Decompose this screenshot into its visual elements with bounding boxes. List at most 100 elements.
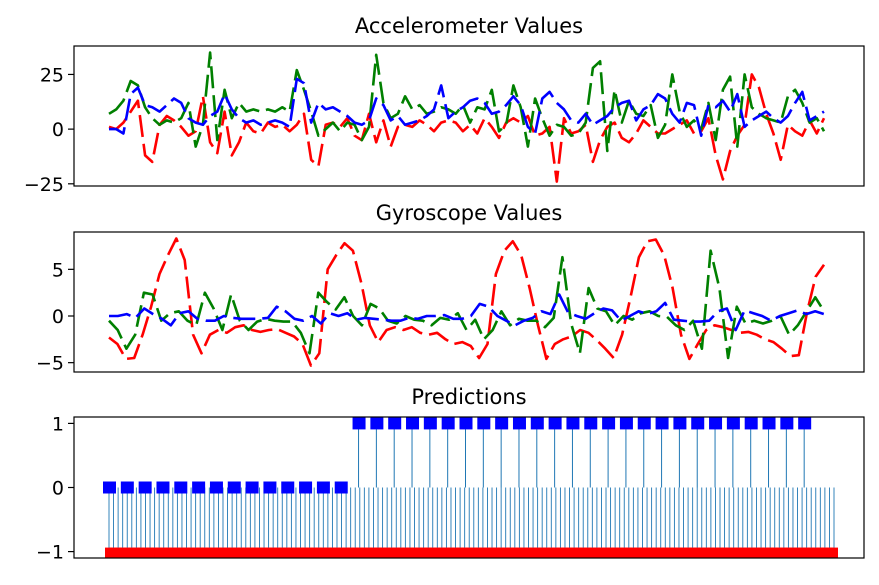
prediction-marker-red xyxy=(766,547,775,558)
prediction-marker-blue xyxy=(441,417,455,430)
prediction-marker-red xyxy=(442,547,451,558)
prediction-marker-red xyxy=(364,547,373,558)
prediction-marker-red xyxy=(798,547,807,558)
prediction-marker-red xyxy=(556,547,565,558)
prediction-marker-red xyxy=(109,547,118,558)
prediction-marker-red xyxy=(711,547,720,558)
prediction-marker-red xyxy=(360,547,369,558)
prediction-marker-blue xyxy=(370,417,384,430)
prediction-marker-red xyxy=(515,547,524,558)
prediction-marker-red xyxy=(597,547,606,558)
prediction-marker-red xyxy=(551,547,560,558)
prediction-marker-red xyxy=(510,547,519,558)
prediction-marker-red xyxy=(301,547,310,558)
prediction-marker-red xyxy=(638,547,647,558)
series-line-2 xyxy=(109,77,825,137)
gyroscope-panel: Gyroscope Values 5 0 −5 xyxy=(36,201,865,375)
prediction-marker-red xyxy=(483,547,492,558)
prediction-marker-red xyxy=(237,547,246,558)
prediction-marker-red xyxy=(269,547,278,558)
accelerometer-panel: Accelerometer Values 25 0 −25 xyxy=(24,14,865,196)
prediction-marker-red xyxy=(665,547,674,558)
prediction-marker-red xyxy=(451,547,460,558)
predictions-plot-area xyxy=(103,417,838,558)
prediction-marker-blue xyxy=(726,417,740,430)
prediction-marker-red xyxy=(629,547,638,558)
prediction-marker-blue xyxy=(691,417,705,430)
prediction-marker-red xyxy=(830,547,838,558)
prediction-marker-red xyxy=(684,547,693,558)
predictions-title: Predictions xyxy=(411,385,526,409)
prediction-marker-red xyxy=(319,547,328,558)
prediction-marker-red xyxy=(374,547,383,558)
prediction-marker-red xyxy=(419,547,428,558)
prediction-marker-red xyxy=(574,547,583,558)
prediction-marker-red xyxy=(332,547,341,558)
prediction-marker-red xyxy=(105,547,113,558)
prediction-marker-red xyxy=(761,547,770,558)
prediction-marker-blue xyxy=(744,417,758,430)
prediction-marker-red xyxy=(305,547,314,558)
prediction-marker-red xyxy=(446,547,455,558)
prediction-marker-red xyxy=(250,547,259,558)
prediction-marker-red xyxy=(114,547,123,558)
prediction-marker-red xyxy=(656,547,665,558)
prediction-marker-red xyxy=(337,547,346,558)
prediction-marker-red xyxy=(118,547,127,558)
prediction-marker-red xyxy=(807,547,816,558)
prediction-marker-blue xyxy=(762,417,776,430)
prediction-marker-red xyxy=(478,547,487,558)
prediction-marker-red xyxy=(816,547,825,558)
prediction-marker-red xyxy=(542,547,551,558)
prediction-marker-red xyxy=(770,547,779,558)
gyroscope-title: Gyroscope Values xyxy=(376,201,563,225)
y-tick-label: 0 xyxy=(52,306,64,328)
prediction-marker-red xyxy=(579,547,588,558)
prediction-marker-blue xyxy=(103,481,116,494)
prediction-marker-red xyxy=(214,547,223,558)
prediction-marker-red xyxy=(506,547,515,558)
prediction-marker-blue xyxy=(334,481,348,494)
accelerometer-title: Accelerometer Values xyxy=(355,14,583,38)
y-tick-label: −25 xyxy=(24,174,64,196)
prediction-marker-red xyxy=(465,547,474,558)
prediction-marker-red xyxy=(264,547,273,558)
prediction-marker-blue xyxy=(495,417,509,430)
prediction-marker-blue xyxy=(548,417,562,430)
prediction-marker-red xyxy=(469,547,478,558)
prediction-marker-blue xyxy=(530,417,544,430)
prediction-marker-red xyxy=(296,547,305,558)
prediction-marker-red xyxy=(606,547,615,558)
prediction-marker-red xyxy=(784,547,793,558)
prediction-marker-red xyxy=(146,547,155,558)
prediction-marker-red xyxy=(127,547,136,558)
prediction-marker-blue xyxy=(780,417,794,430)
prediction-marker-blue xyxy=(209,481,223,494)
prediction-marker-red xyxy=(497,547,506,558)
prediction-marker-red xyxy=(811,547,820,558)
series-line-1 xyxy=(108,51,826,153)
prediction-marker-red xyxy=(501,547,510,558)
prediction-marker-blue xyxy=(156,481,170,494)
prediction-marker-red xyxy=(533,547,542,558)
prediction-marker-red xyxy=(369,547,378,558)
prediction-marker-red xyxy=(141,547,150,558)
prediction-marker-red xyxy=(410,547,419,558)
prediction-marker-red xyxy=(396,547,405,558)
prediction-marker-red xyxy=(164,547,173,558)
y-tick-label: −5 xyxy=(36,353,64,375)
prediction-marker-red xyxy=(246,547,255,558)
prediction-marker-red xyxy=(602,547,611,558)
prediction-marker-red xyxy=(415,547,424,558)
prediction-marker-red xyxy=(583,547,592,558)
prediction-marker-red xyxy=(232,547,241,558)
prediction-marker-red xyxy=(747,547,756,558)
prediction-marker-red xyxy=(697,547,706,558)
prediction-marker-red xyxy=(159,547,168,558)
prediction-marker-red xyxy=(191,547,200,558)
prediction-marker-blue xyxy=(192,481,206,494)
predictions-panel: Predictions 1 0 −1 xyxy=(36,385,865,564)
prediction-marker-red xyxy=(825,547,834,558)
series-line-0 xyxy=(108,237,826,367)
